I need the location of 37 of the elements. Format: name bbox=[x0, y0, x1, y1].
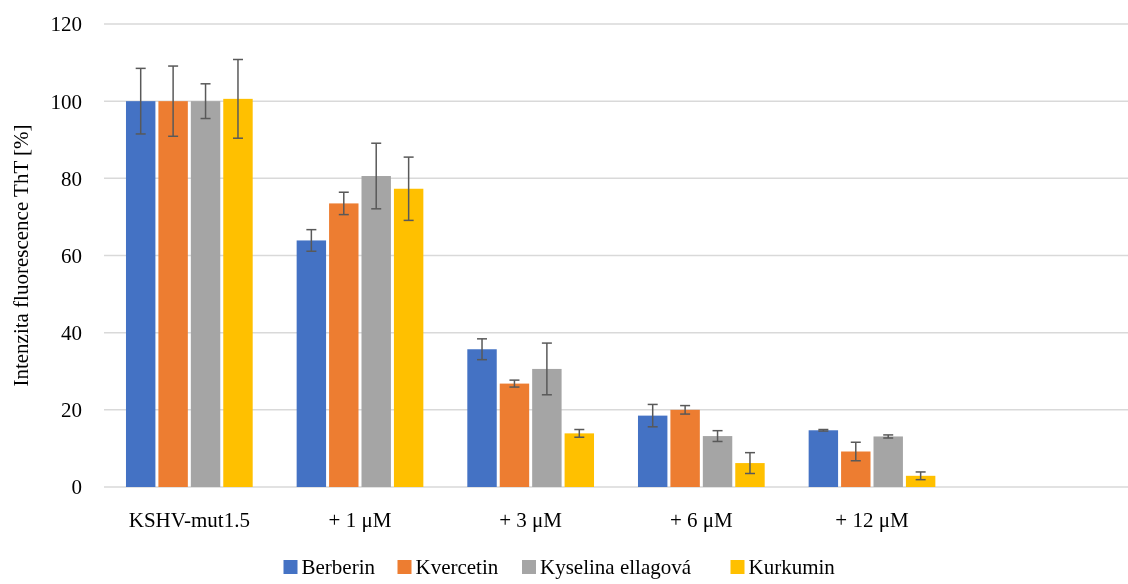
bar bbox=[670, 409, 700, 487]
bar bbox=[564, 433, 595, 487]
y-tick-label: 40 bbox=[61, 321, 82, 346]
bar bbox=[158, 101, 188, 487]
bar bbox=[841, 451, 871, 487]
bar bbox=[393, 188, 424, 487]
bar bbox=[190, 101, 221, 487]
x-tick-label: + 3 μM bbox=[499, 508, 563, 532]
bar bbox=[125, 101, 156, 487]
y-tick-label: 80 bbox=[61, 166, 82, 191]
bar bbox=[735, 463, 765, 487]
y-tick-label: 20 bbox=[61, 398, 82, 423]
bar bbox=[532, 368, 562, 487]
y-tick-label: 100 bbox=[50, 89, 82, 114]
bar bbox=[905, 475, 936, 487]
x-tick-label: + 1 μM bbox=[328, 508, 392, 532]
x-tick-label: + 12 μM bbox=[835, 508, 909, 532]
y-axis-title: Intenzita fluorescence ThT [%] bbox=[9, 124, 33, 387]
bar bbox=[702, 436, 733, 487]
legend-label: Berberin bbox=[301, 555, 376, 579]
legend-label: Kurkumin bbox=[748, 555, 836, 579]
y-tick-label: 120 bbox=[50, 12, 82, 37]
bar bbox=[296, 240, 327, 487]
bar bbox=[329, 203, 359, 487]
y-tick-label: 60 bbox=[61, 243, 82, 268]
bar bbox=[637, 415, 668, 487]
bar bbox=[808, 430, 839, 487]
x-tick-label: + 6 μM bbox=[669, 508, 734, 532]
x-tick-label: KSHV-mut1.5 bbox=[128, 508, 250, 532]
bar bbox=[467, 349, 497, 487]
bar bbox=[361, 176, 391, 487]
bar bbox=[873, 436, 903, 487]
bar bbox=[499, 383, 530, 487]
y-tick-label: 0 bbox=[71, 475, 82, 500]
legend-label: Kvercetin bbox=[415, 555, 499, 579]
bar bbox=[223, 98, 253, 487]
legend-label: Kyselina ellagová bbox=[540, 555, 692, 579]
